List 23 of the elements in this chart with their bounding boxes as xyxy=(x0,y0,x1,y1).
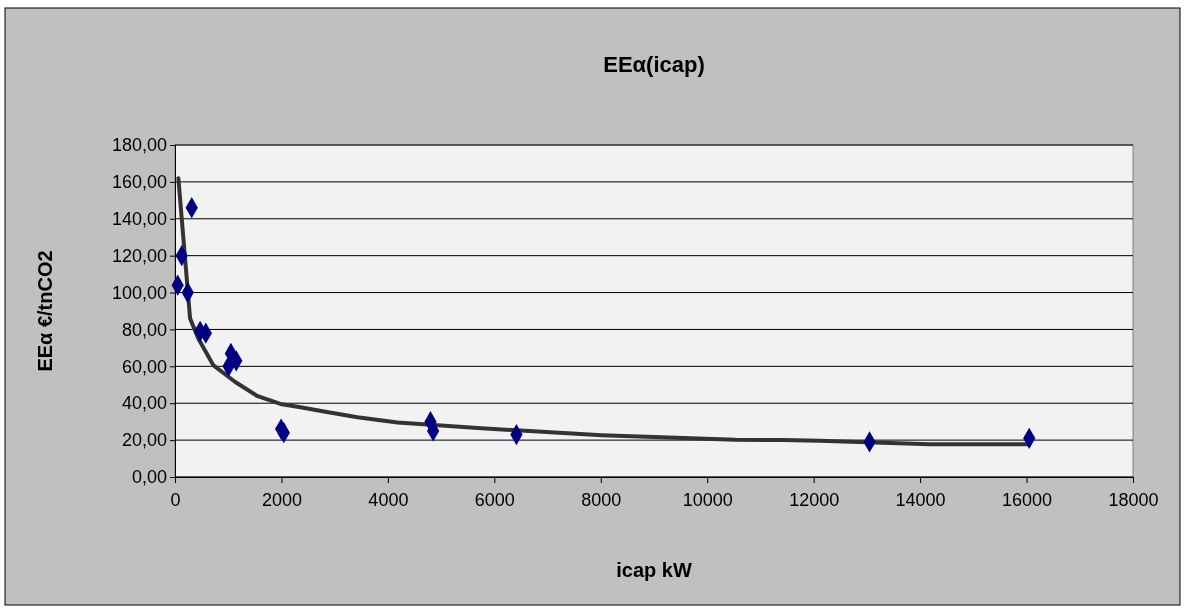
y-tick-label: 40,00 xyxy=(121,393,167,414)
x-tick-label: 10000 xyxy=(682,489,733,510)
x-axis-title: icap kW xyxy=(616,559,692,581)
y-tick-label: 120,00 xyxy=(111,245,167,266)
x-tick-label: 4000 xyxy=(368,489,409,510)
x-tick-label: 2000 xyxy=(261,489,302,510)
y-tick-label: 60,00 xyxy=(121,356,167,377)
y-tick-label: 80,00 xyxy=(121,319,167,340)
x-tick-label: 16000 xyxy=(1002,489,1053,510)
x-tick-label: 18000 xyxy=(1108,489,1159,510)
y-axis-title: EEα €/tnCO2 xyxy=(34,250,56,372)
x-tick-label: 6000 xyxy=(474,489,515,510)
x-tick-label: 14000 xyxy=(895,489,946,510)
y-tick-label: 160,00 xyxy=(111,172,167,193)
x-tick-label: 0 xyxy=(170,489,181,510)
x-tick-label: 12000 xyxy=(789,489,840,510)
chart-title: EEα(icap) xyxy=(603,52,705,77)
y-tick-label: 180,00 xyxy=(111,135,167,156)
y-tick-label: 20,00 xyxy=(121,430,167,451)
y-tick-label: 0,00 xyxy=(131,467,167,488)
x-tick-label: 8000 xyxy=(581,489,622,510)
y-tick-label: 140,00 xyxy=(111,209,167,230)
y-tick-label: 100,00 xyxy=(111,282,167,303)
